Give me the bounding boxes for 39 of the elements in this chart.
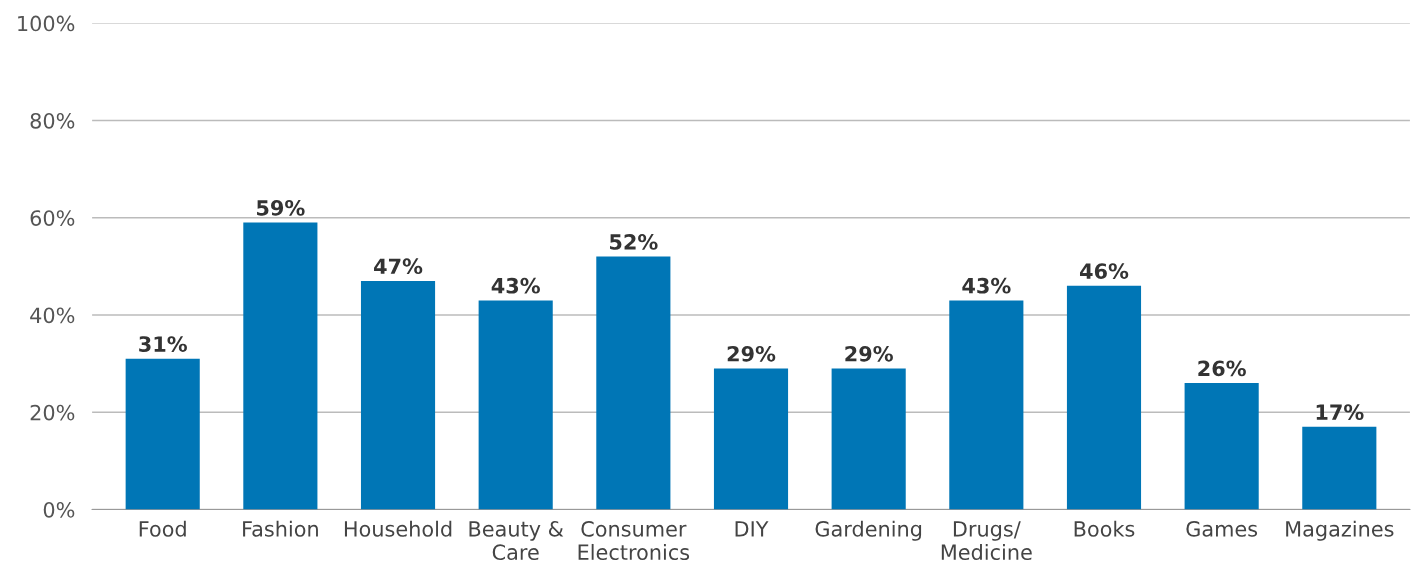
x-tick-label: Gardening: [815, 520, 922, 541]
x-tick-label: Fashion: [243, 520, 318, 537]
bar: [360, 280, 436, 510]
y-tick-label: 40%: [30, 307, 75, 324]
data-label: 59%: [257, 199, 305, 216]
bar: [1066, 285, 1142, 510]
x-tick-label: DIY: [735, 521, 769, 537]
x-tick-label: Beauty & Care: [469, 521, 564, 561]
data-label: 29%: [727, 345, 776, 362]
x-tick-label: Consumer Electronics: [578, 521, 690, 561]
data-label: 26%: [1198, 360, 1246, 377]
y-tick-label: 60%: [30, 210, 75, 226]
x-tick-label: Drugs/ Medicine: [941, 521, 1032, 561]
data-label: 52%: [610, 234, 658, 250]
bar: [243, 222, 318, 510]
x-tick-label: Food: [139, 520, 186, 537]
y-tick-label: 0%: [43, 501, 75, 518]
bar: [713, 368, 789, 510]
data-label: 47%: [374, 258, 423, 275]
bar: [1302, 426, 1377, 510]
data-label: 17%: [1316, 404, 1364, 421]
bar: [596, 256, 671, 510]
data-label: 43%: [962, 277, 1011, 294]
bar: [125, 358, 200, 510]
y-tick-label: 80%: [30, 112, 75, 129]
bar: [478, 300, 553, 510]
data-label: 46%: [1080, 263, 1129, 279]
y-tick-label: 20%: [30, 404, 75, 421]
bar: [831, 368, 906, 510]
y-tick-label: 100%: [18, 15, 75, 32]
data-label: 43%: [491, 277, 540, 294]
x-tick-label: Magazines: [1286, 520, 1394, 541]
x-tick-label: Games: [1186, 521, 1258, 537]
data-label: 31%: [139, 336, 187, 352]
x-tick-label: Household: [344, 520, 452, 537]
x-tick-label: Books: [1074, 520, 1135, 537]
bar: [949, 300, 1024, 510]
bar: [1184, 383, 1259, 510]
data-label: 29%: [845, 345, 893, 362]
